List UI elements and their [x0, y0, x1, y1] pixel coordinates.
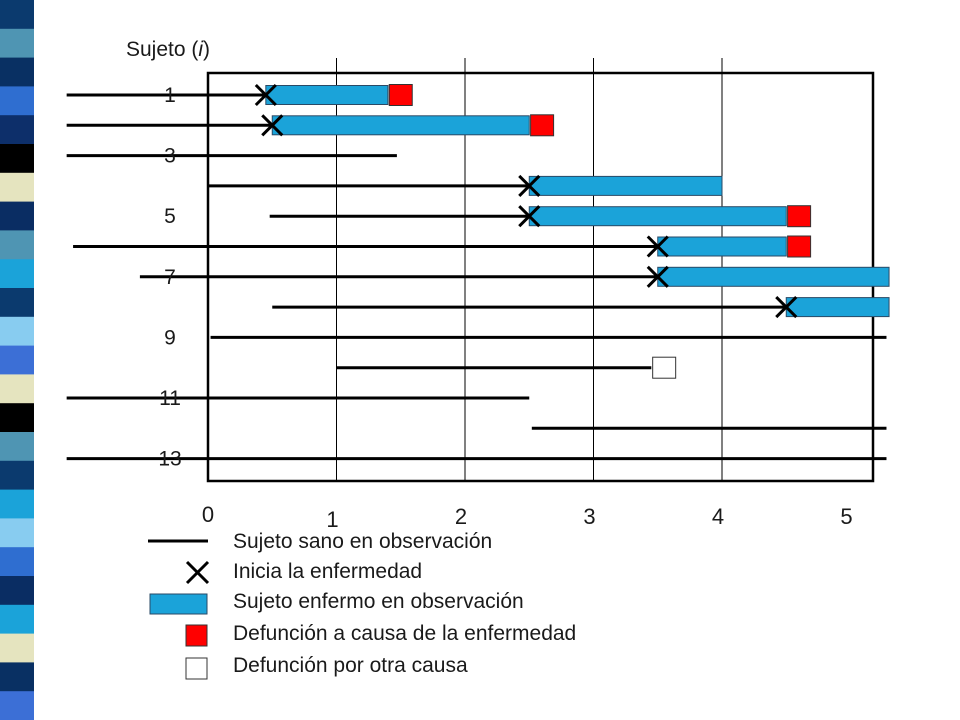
stripe-segment: [0, 518, 34, 548]
sick-bar: [528, 206, 787, 227]
death-other-marker: [652, 356, 677, 379]
stripe-segment: [0, 86, 34, 116]
subject-row: [269, 205, 812, 228]
y-tick-label: 1: [164, 84, 176, 107]
subject-row: [66, 114, 555, 137]
y-tick-label: 11: [159, 387, 181, 410]
y-tick-label: 7: [164, 266, 176, 289]
death-other-square-icon: [185, 657, 208, 680]
stripe-segment: [0, 172, 34, 203]
death-disease-marker: [388, 84, 413, 106]
subject-row: [73, 235, 812, 258]
subject-row: [208, 174, 723, 197]
legend-item-death-disease: Defunción a causa de la enfermedad: [140, 620, 700, 650]
sick-bar-icon: [149, 593, 208, 615]
stripe-segment: [0, 288, 34, 318]
legend-label-sick: Sujeto enfermo en observación: [233, 590, 524, 613]
subject-rows: [66, 83, 890, 461]
x-tick-label: 2: [455, 504, 467, 529]
death-disease-square-icon: [185, 624, 208, 647]
stripe-segment: [0, 345, 34, 375]
stripe-segment: [0, 576, 34, 606]
onset-cross: [518, 205, 541, 228]
stripe-segment: [0, 633, 34, 663]
stripe-segment: [0, 662, 34, 692]
stripe-segment: [0, 374, 34, 404]
stripe-segment: [0, 201, 34, 231]
legend-item-healthy: Sujeto sano en observación: [140, 528, 700, 558]
y-axis-title-suffix: ): [203, 38, 210, 61]
y-axis-title-variable: i: [198, 38, 204, 61]
legend-label-healthy: Sujeto sano en observación: [233, 530, 493, 553]
onset-cross: [646, 265, 669, 288]
stripe-segment: [0, 489, 34, 519]
y-axis-title: Sujeto (i): [126, 38, 210, 61]
legend-item-sick: Sujeto enfermo en observación: [140, 588, 700, 618]
onset-cross-icon: [185, 560, 210, 585]
stripe-segment: [0, 115, 34, 145]
x-tick-label: 4: [712, 504, 724, 529]
x-tick-label: 1: [326, 507, 338, 532]
sick-bar: [657, 266, 890, 287]
y-tick-label: 3: [164, 145, 176, 168]
onset-cross: [518, 174, 541, 197]
healthy-line-icon: [148, 539, 208, 543]
sick-bar: [265, 85, 389, 105]
y-tick-label: 5: [164, 205, 176, 228]
subject-row: [272, 296, 890, 319]
onset-cross: [261, 114, 284, 137]
stripe-segment: [0, 460, 34, 491]
death-disease-marker: [787, 205, 812, 228]
onset-cross: [646, 235, 669, 258]
stripe-segment: [0, 259, 34, 289]
legend-item-death-other: Defunción por otra causa: [140, 652, 700, 682]
stripe-segment: [0, 316, 34, 347]
subject-row: [336, 356, 677, 379]
y-tick-label: 13: [158, 448, 181, 471]
onset-cross: [254, 83, 277, 107]
stripe-segment: [0, 230, 34, 260]
stripe-segment: [0, 432, 34, 462]
x-tick-label: 0: [202, 502, 214, 527]
stripe-segment: [0, 691, 34, 720]
x-tick-labels: 0 1 2 3 4 5: [202, 502, 853, 532]
legend-label-death-other: Defunción por otra causa: [233, 654, 468, 677]
stripe-segment: [0, 547, 34, 577]
sick-bar: [271, 115, 530, 136]
stripe-margin: [34, 0, 108, 720]
legend-label-onset: Inicia la enfermedad: [233, 560, 423, 583]
stripe-segment: [0, 604, 34, 635]
stripe-segment: [0, 403, 34, 433]
stripe-segment: [0, 28, 34, 59]
stripe-segment: [0, 57, 34, 87]
death-disease-marker: [787, 235, 812, 258]
sick-bar: [528, 175, 723, 196]
death-disease-marker: [530, 114, 555, 137]
y-tick-label: 9: [164, 326, 176, 349]
stripe-segment: [0, 0, 34, 30]
subject-row: [66, 83, 413, 107]
x-tick-label: 3: [583, 504, 595, 529]
legend-item-onset: Inicia la enfermedad: [140, 558, 700, 588]
stripe-segment: [0, 144, 34, 174]
sick-bar: [657, 236, 787, 257]
y-axis-title-prefix: Sujeto (: [126, 38, 198, 61]
legend-label-death-disease: Defunción a causa de la enfermedad: [233, 622, 577, 645]
sick-bar: [785, 297, 890, 318]
subject-row: [139, 265, 890, 288]
decorative-stripe-bar: [0, 0, 108, 720]
x-tick-label: 5: [840, 504, 852, 529]
onset-cross: [775, 296, 798, 319]
